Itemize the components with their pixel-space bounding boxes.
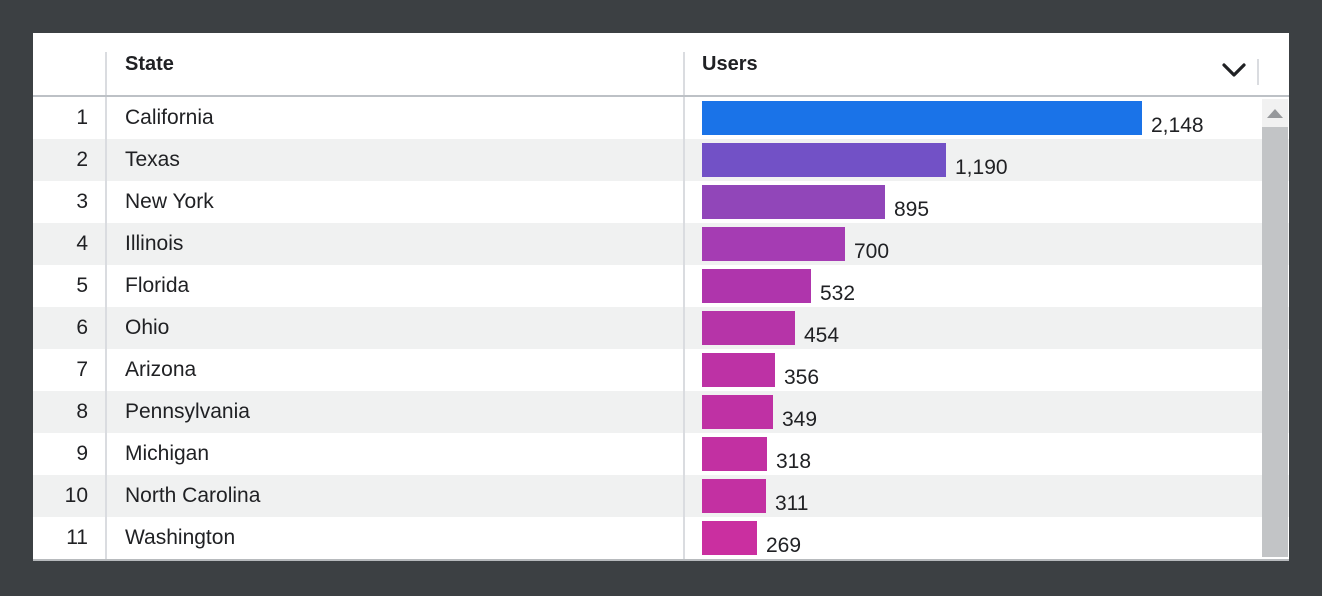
users-bar: [702, 311, 795, 345]
users-value: 318: [776, 450, 812, 473]
users-bar: [702, 395, 773, 429]
users-cell: 311: [683, 475, 1289, 517]
state-cell: Florida: [105, 265, 683, 307]
table-row[interactable]: 3 New York 895: [33, 181, 1289, 223]
rank-cell: 5: [76, 274, 88, 297]
rank-cell: 9: [76, 442, 88, 465]
vertical-scrollbar[interactable]: [1262, 99, 1288, 557]
users-value: 311: [775, 492, 809, 515]
users-bar: [702, 479, 766, 513]
rank-cell: 10: [64, 484, 88, 507]
users-bar: [702, 269, 811, 303]
users-cell: 895: [683, 181, 1289, 223]
state-cell: Texas: [105, 139, 683, 181]
scroll-up-arrow-icon: [1267, 108, 1283, 118]
geo-users-table-card: State Users 1 California 2,148 2 Texas 1…: [33, 33, 1289, 561]
users-cell: 269: [683, 517, 1289, 559]
users-value: 349: [782, 408, 818, 431]
rank-cell: 3: [76, 190, 88, 213]
users-cell: 454: [683, 307, 1289, 349]
state-cell: Pennsylvania: [105, 391, 683, 433]
users-column-label: Users: [702, 53, 758, 75]
rank-column-header: [33, 33, 105, 95]
users-value: 895: [894, 198, 930, 221]
state-cell: Michigan: [105, 433, 683, 475]
users-bar: [702, 101, 1142, 135]
users-bar: [702, 521, 757, 555]
users-cell: 532: [683, 265, 1289, 307]
users-bar: [702, 353, 775, 387]
users-value: 356: [784, 366, 820, 389]
state-cell: New York: [105, 181, 683, 223]
table-row[interactable]: 1 California 2,148: [33, 97, 1289, 139]
table-row[interactable]: 8 Pennsylvania 349: [33, 391, 1289, 433]
table-row[interactable]: 6 Ohio 454: [33, 307, 1289, 349]
state-cell: North Carolina: [105, 475, 683, 517]
state-cell: Ohio: [105, 307, 683, 349]
users-value: 1,190: [955, 156, 1008, 179]
rank-cell: 8: [76, 400, 88, 423]
users-bar: [702, 185, 885, 219]
users-bar: [702, 143, 946, 177]
chevron-down-icon[interactable]: [1221, 62, 1247, 85]
users-value: 269: [766, 534, 802, 557]
table-body: 1 California 2,148 2 Texas 1,190 3 New Y…: [33, 97, 1289, 559]
users-value: 2,148: [1151, 114, 1204, 137]
users-cell: 349: [683, 391, 1289, 433]
users-cell: 1,190: [683, 139, 1289, 181]
users-value: 454: [804, 324, 840, 347]
state-cell: Washington: [105, 517, 683, 559]
users-cell: 318: [683, 433, 1289, 475]
state-cell: Illinois: [105, 223, 683, 265]
header-divider-state-users: [683, 52, 685, 95]
users-cell: 700: [683, 223, 1289, 265]
state-column-label: State: [125, 53, 174, 75]
users-column-header[interactable]: Users: [683, 33, 1289, 95]
table-row[interactable]: 7 Arizona 356: [33, 349, 1289, 391]
state-column-header[interactable]: State: [105, 33, 683, 95]
header-divider-right: [1257, 59, 1259, 85]
scroll-up-button[interactable]: [1262, 99, 1288, 127]
users-value: 532: [820, 282, 856, 305]
users-bar: [702, 437, 767, 471]
table-row[interactable]: 4 Illinois 700: [33, 223, 1289, 265]
rank-cell: 11: [66, 526, 88, 549]
users-value: 700: [854, 240, 890, 263]
table-row[interactable]: 10 North Carolina 311: [33, 475, 1289, 517]
rank-cell: 7: [76, 358, 88, 381]
header-divider-rank-state: [105, 52, 107, 95]
table-header: State Users: [33, 33, 1289, 97]
scrollbar-thumb[interactable]: [1262, 127, 1288, 557]
users-cell: 2,148: [683, 97, 1289, 139]
users-cell: 356: [683, 349, 1289, 391]
table-row[interactable]: 2 Texas 1,190: [33, 139, 1289, 181]
state-cell: California: [105, 97, 683, 139]
rank-cell: 2: [76, 148, 88, 171]
rank-cell: 6: [76, 316, 88, 339]
state-cell: Arizona: [105, 349, 683, 391]
table-row[interactable]: 11 Washington 269: [33, 517, 1289, 559]
rank-cell: 1: [76, 106, 88, 129]
users-bar: [702, 227, 845, 261]
table-row[interactable]: 9 Michigan 318: [33, 433, 1289, 475]
rank-cell: 4: [76, 232, 88, 255]
table-row[interactable]: 5 Florida 532: [33, 265, 1289, 307]
